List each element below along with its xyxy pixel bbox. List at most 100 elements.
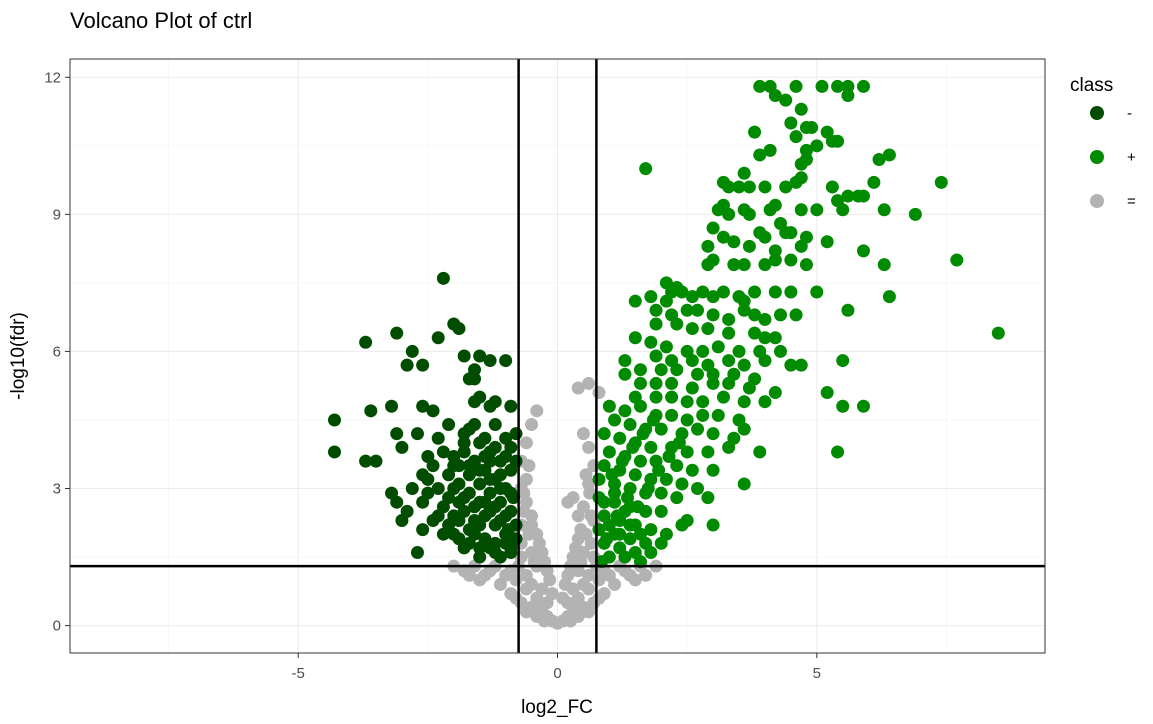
data-point xyxy=(727,258,741,272)
data-point xyxy=(662,450,676,464)
data-point xyxy=(527,555,541,569)
data-point xyxy=(504,486,518,500)
data-point xyxy=(385,399,399,413)
data-point xyxy=(758,312,772,326)
data-point xyxy=(748,285,762,299)
legend: class - + = xyxy=(1070,75,1136,210)
data-point xyxy=(571,381,585,395)
data-point xyxy=(473,541,487,555)
data-point xyxy=(722,440,736,454)
data-point xyxy=(644,290,658,304)
data-point xyxy=(810,203,824,217)
data-point xyxy=(442,491,456,505)
data-point xyxy=(519,436,533,450)
data-point xyxy=(410,427,424,441)
data-point xyxy=(763,143,777,157)
data-point xyxy=(799,258,813,272)
data-point xyxy=(597,459,611,473)
data-point xyxy=(473,477,487,491)
data-point xyxy=(789,308,803,322)
data-point xyxy=(602,568,616,582)
data-point xyxy=(468,395,482,409)
data-point xyxy=(390,326,404,340)
data-point xyxy=(488,395,502,409)
data-point xyxy=(468,418,482,432)
data-point xyxy=(561,495,575,509)
data-point xyxy=(696,344,710,358)
data-point xyxy=(706,463,720,477)
data-point xyxy=(649,376,663,390)
data-point xyxy=(426,459,440,473)
data-point xyxy=(525,577,539,591)
data-point xyxy=(737,358,751,372)
data-point xyxy=(672,436,686,450)
data-point xyxy=(517,486,531,500)
data-point xyxy=(706,427,720,441)
data-point xyxy=(605,468,619,482)
data-point xyxy=(452,495,466,509)
data-point xyxy=(685,322,699,336)
data-point xyxy=(768,331,782,345)
data-point xyxy=(670,317,684,331)
data-point xyxy=(789,175,803,189)
data-point xyxy=(768,89,782,103)
data-point xyxy=(405,344,419,358)
data-point xyxy=(431,331,445,345)
data-point xyxy=(737,258,751,272)
data-point xyxy=(405,482,419,496)
data-point xyxy=(680,395,694,409)
data-point xyxy=(748,125,762,139)
data-point xyxy=(473,573,487,587)
data-point xyxy=(950,253,964,267)
data-point xyxy=(462,459,476,473)
data-point xyxy=(831,134,845,148)
data-point xyxy=(602,518,616,532)
data-point xyxy=(675,518,689,532)
data-point xyxy=(410,545,424,559)
y-tick-label: 3 xyxy=(53,481,61,498)
data-point xyxy=(400,358,414,372)
data-point xyxy=(841,189,855,203)
data-point xyxy=(716,285,730,299)
data-point xyxy=(872,153,886,167)
data-point xyxy=(633,527,647,541)
data-point xyxy=(462,372,476,386)
data-point xyxy=(493,550,507,564)
data-point xyxy=(649,317,663,331)
data-point xyxy=(877,258,891,272)
data-point xyxy=(574,555,588,569)
data-point xyxy=(442,468,456,482)
data-point xyxy=(836,203,850,217)
data-point xyxy=(794,157,808,171)
data-point xyxy=(691,303,705,317)
data-point xyxy=(805,121,819,135)
threshold-lines xyxy=(70,59,1045,653)
data-point xyxy=(395,513,409,527)
data-point xyxy=(841,303,855,317)
data-point xyxy=(499,568,513,582)
data-point xyxy=(659,472,673,486)
data-point xyxy=(763,203,777,217)
data-point xyxy=(722,207,736,221)
data-point xyxy=(488,418,502,432)
data-point xyxy=(856,79,870,93)
data-point xyxy=(701,258,715,272)
data-point xyxy=(882,148,896,162)
data-point xyxy=(856,189,870,203)
data-point xyxy=(436,271,450,285)
data-point xyxy=(602,445,616,459)
data-point xyxy=(421,486,435,500)
data-point xyxy=(519,605,533,619)
data-point xyxy=(592,472,606,486)
data-point xyxy=(473,550,487,564)
data-point xyxy=(820,235,834,249)
data-point xyxy=(742,207,756,221)
data-point xyxy=(359,454,373,468)
data-point xyxy=(774,308,788,322)
data-point xyxy=(654,504,668,518)
data-point xyxy=(628,331,642,345)
data-point xyxy=(493,482,507,496)
data-point xyxy=(841,79,855,93)
data-point xyxy=(789,79,803,93)
data-point xyxy=(452,477,466,491)
